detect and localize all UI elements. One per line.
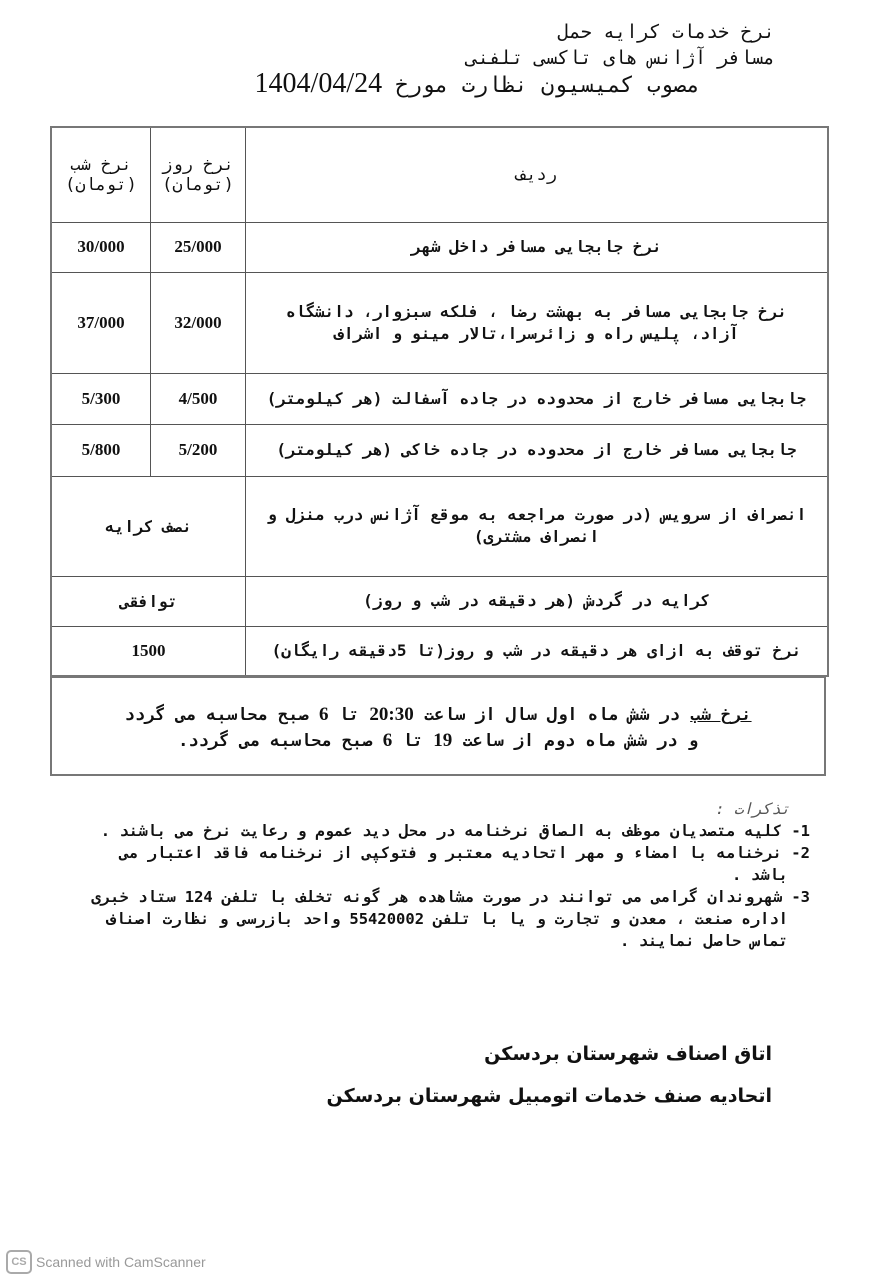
camscanner-logo-icon: CS xyxy=(6,1250,32,1274)
row-desc: جابجایی مسافر خارج از محدوده در جاده آسف… xyxy=(245,372,829,425)
table-header-row: ردیف نرخ روز (تومان) نرخ شب (تومان) xyxy=(50,126,829,223)
note-time: 6 xyxy=(318,704,329,725)
table-row: انصراف از سرویس (در صورت مراجعه به موقع … xyxy=(50,475,829,577)
note-time: 19 xyxy=(433,730,453,751)
note-text: در شش ماه اول سال از ساعت xyxy=(424,705,680,725)
table-row: کرایه در گردش (هر دقیقه در شب و روز) توا… xyxy=(50,575,829,627)
note-text: و در شش ماه دوم از ساعت xyxy=(462,731,698,751)
combined-rate: 1500 xyxy=(50,625,246,677)
night-rate: 30/000 xyxy=(50,221,151,273)
night-note-line-2: و در شش ماه دوم از ساعت 19 تا 6 صبح محاس… xyxy=(52,728,824,754)
row-desc: نرخ جابجایی مسافر به بهشت رضا ، فلکه سبز… xyxy=(245,271,829,374)
note-time: 6 xyxy=(382,730,393,751)
night-rate: 37/000 xyxy=(50,271,151,374)
col-header-night: نرخ شب (تومان) xyxy=(50,126,151,223)
note-text: تا xyxy=(402,731,424,751)
signature-chamber: اتاق اصناف شهرستان بردسکن xyxy=(484,1043,772,1065)
table-row: نرخ جابجایی مسافر داخل شهر 25/000 30/000 xyxy=(50,221,829,273)
combined-rate: توافقی xyxy=(50,575,246,627)
signature-union: اتحادیه صنف خدمات اتومبیل شهرستان بردسکن xyxy=(326,1085,772,1107)
note-time: 20:30 xyxy=(369,704,414,725)
note-text: صبح محاسبه می گردد xyxy=(124,705,309,725)
approval-date: 1404/04/24 xyxy=(254,68,383,99)
note-text: صبح محاسبه می گردد. xyxy=(178,731,373,751)
night-rate: 5/300 xyxy=(50,372,151,425)
approval-text: مصوب کمیسیون نظارت مورخ xyxy=(395,73,700,98)
combined-rate: نصف کرایه xyxy=(50,475,246,577)
col-header-day: نرخ روز (تومان) xyxy=(150,126,246,223)
night-rate-note: نرخ شب در شش ماه اول سال از ساعت 20:30 ت… xyxy=(50,676,826,776)
notes-section: تذکرات : 1- کلیه متصدیان موظف به الصاق ن… xyxy=(90,798,810,952)
row-desc: نرخ توقف به ازای هر دقیقه در شب و روز(تا… xyxy=(245,625,829,677)
night-note-line-1: نرخ شب در شش ماه اول سال از ساعت 20:30 ت… xyxy=(52,702,824,728)
table-row: نرخ جابجایی مسافر به بهشت رضا ، فلکه سبز… xyxy=(50,271,829,374)
watermark-text: Scanned with CamScanner xyxy=(36,1254,206,1270)
notes-heading: تذکرات : xyxy=(715,800,790,818)
title-line-3: مصوب کمیسیون نظارت مورخ 1404/04/24 xyxy=(255,70,700,98)
note-text: تا xyxy=(338,705,360,725)
day-rate: 25/000 xyxy=(150,221,246,273)
row-desc: نرخ جابجایی مسافر داخل شهر xyxy=(245,221,829,273)
title-line-2: مسافر آژانس های تاکسی تلفنی xyxy=(466,47,775,69)
table-row: نرخ توقف به ازای هر دقیقه در شب و روز(تا… xyxy=(50,625,829,677)
fare-table: ردیف نرخ روز (تومان) نرخ شب (تومان) نرخ … xyxy=(50,126,829,677)
table-row: جابجایی مسافر خارج از محدوده در جاده آسف… xyxy=(50,372,829,425)
note-item: 1- کلیه متصدیان موظف به الصاق نرخنامه در… xyxy=(100,822,810,840)
day-rate: 32/000 xyxy=(150,271,246,374)
note-item: 2- نرخنامه با امضاء و مهر اتحادیه معتبر … xyxy=(119,844,810,884)
night-rate-label: نرخ شب xyxy=(690,705,752,725)
col-header-row-desc: ردیف xyxy=(245,126,829,223)
camscanner-watermark: CS Scanned with CamScanner xyxy=(6,1250,206,1274)
row-desc: انصراف از سرویس (در صورت مراجعه به موقع … xyxy=(245,475,829,577)
day-rate: 4/500 xyxy=(150,372,246,425)
row-desc: کرایه در گردش (هر دقیقه در شب و روز) xyxy=(245,575,829,627)
row-desc: جابجایی مسافر خارج از محدوده در جاده خاک… xyxy=(245,423,829,477)
title-line-1: نرخ خدمات کرایه حمل xyxy=(557,21,775,43)
table-row: جابجایی مسافر خارج از محدوده در جاده خاک… xyxy=(50,423,829,477)
night-rate: 5/800 xyxy=(50,423,151,477)
note-item: 3- شهروندان گرامی می توانند در صورت مشاه… xyxy=(91,888,810,950)
day-rate: 5/200 xyxy=(150,423,246,477)
